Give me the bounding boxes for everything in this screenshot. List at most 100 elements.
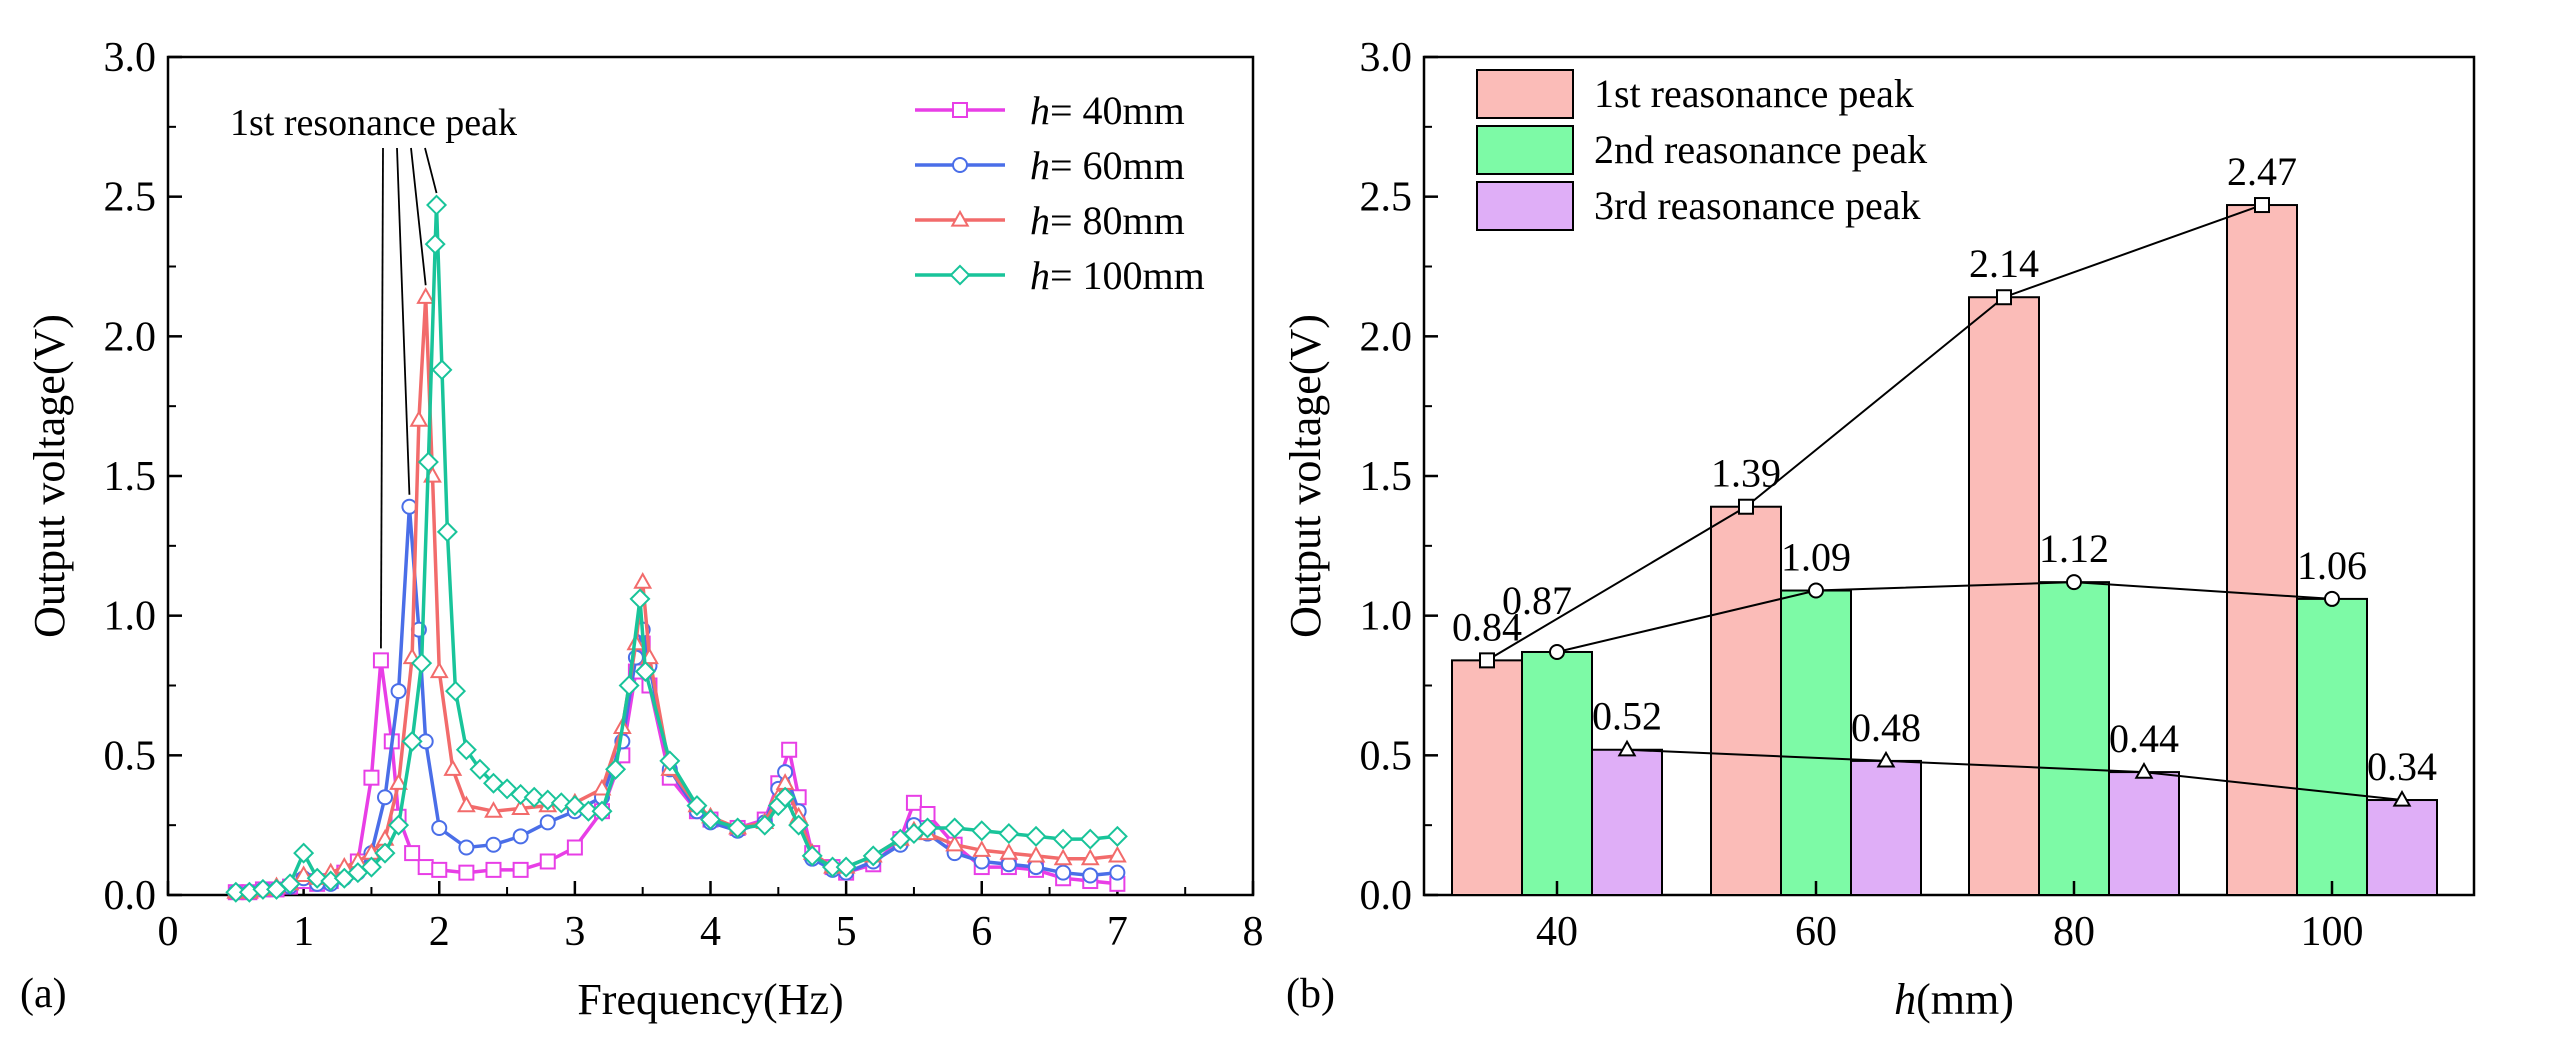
bar [2366, 799, 2438, 897]
bar [2296, 597, 2368, 896]
data-point [306, 867, 328, 889]
data-point [566, 839, 583, 856]
y-tick-label: 0.0 [1360, 873, 1413, 919]
data-label: 2.47 [2227, 149, 2297, 194]
panel-b-x-axis-label-var: h [1894, 975, 1916, 1024]
data-point [905, 794, 922, 811]
data-point [485, 836, 502, 853]
data-point [511, 798, 531, 816]
data-point [1106, 825, 1128, 847]
legend-swatch [1476, 69, 1574, 119]
trend-line [1556, 581, 2333, 653]
bar [1968, 296, 2040, 896]
panel-b-ticks: 0.0 0.5 1.0 1.5 2.0 2.5 3.0 40 60 80 100 [1360, 35, 2364, 955]
data-point [458, 864, 475, 881]
panel-b-y-axis-label: Output voltage(V) [1281, 314, 1330, 638]
data-point [431, 359, 453, 381]
data-point [862, 845, 884, 867]
trend-marker [1738, 498, 1754, 515]
data-point [998, 823, 1020, 845]
data-label: 1.06 [2297, 543, 2367, 588]
trend-marker [2392, 789, 2412, 807]
data-label: 0.84 [1452, 604, 1522, 649]
data-point [417, 859, 434, 876]
panel-b-x-axis-label: h(mm) [1894, 975, 2014, 1024]
data-point [591, 800, 613, 822]
data-point [443, 759, 463, 776]
x-tick-label: 7 [1107, 909, 1128, 955]
data-point [699, 809, 722, 831]
data-point [972, 840, 992, 857]
trend-marker [2134, 762, 2154, 779]
data-point [389, 773, 408, 790]
data-point [1055, 864, 1072, 881]
data-point [754, 814, 776, 836]
data-label: 1.12 [2039, 526, 2109, 571]
x-tick-label: 1 [293, 909, 314, 955]
trend-marker [1996, 289, 2012, 306]
bar [1710, 505, 1782, 896]
panel-b-legend: 1st reasonance peak 2nd reasonance peak 3r… [1476, 69, 1927, 231]
trend-marker [1479, 652, 1495, 669]
panel-b: 0.0 0.5 1.0 1.5 2.0 2.5 3.0 40 60 80 100 0.84 1.39 2… [1281, 35, 2476, 1024]
data-point [404, 845, 421, 862]
panel-a-label: (a) [20, 971, 67, 1017]
data-point [360, 856, 382, 878]
data-point [512, 828, 529, 845]
data-point [781, 741, 798, 758]
data-point [1026, 845, 1046, 863]
data-point [801, 845, 823, 867]
bar [1451, 659, 1523, 896]
data-point [945, 834, 965, 852]
data-label: 0.44 [2109, 716, 2179, 761]
x-tick-label: 60 [1795, 909, 1837, 955]
panel-b-data-labels: 0.84 1.39 2.14 2.47 0.87 1.09 1.12 1.06 0.52 0.48… [1452, 149, 2437, 789]
data-point [634, 661, 656, 683]
legend-label: h= 60mm [1030, 143, 1185, 188]
data-point [916, 817, 939, 839]
panel-a-x-axis-label: Frequency(Hz) [577, 975, 843, 1024]
data-label: 0.52 [1592, 694, 1662, 739]
data-point [592, 778, 612, 796]
data-label: 0.34 [2367, 744, 2437, 789]
panel-a-annotation: 1st resonance peak [230, 102, 517, 144]
annotation-line [410, 147, 427, 286]
data-point [456, 795, 476, 813]
data-point [409, 410, 429, 427]
legend-swatch [1476, 125, 1574, 175]
bar [2038, 581, 2110, 896]
series-diamond [225, 194, 1128, 903]
data-point [445, 680, 467, 702]
data-point [1052, 828, 1074, 850]
trend-marker [1876, 750, 1896, 768]
x-tick-label: 6 [971, 909, 992, 955]
legend-label-rest: = 60mm [1050, 143, 1185, 188]
legend-label-var: h [1030, 198, 1050, 243]
data-point [431, 819, 448, 836]
data-point [605, 758, 627, 780]
legend-marker [952, 102, 968, 118]
data-point [1109, 864, 1126, 881]
data-point [363, 769, 380, 786]
data-point [1079, 828, 1101, 850]
legend-label: 1st reasonance peak [1594, 71, 1914, 116]
data-point [426, 194, 448, 216]
data-point [1025, 825, 1047, 847]
legend-label-rest: = 40mm [1050, 88, 1185, 133]
data-point [279, 873, 301, 895]
data-point [485, 861, 502, 878]
data-label: 1.09 [1781, 535, 1851, 580]
data-point [835, 856, 857, 878]
legend-label: 2nd reasonance peak [1594, 127, 1927, 172]
data-point [512, 861, 529, 878]
bar [1591, 748, 1663, 896]
legend-label: h= 100mm [1030, 253, 1205, 298]
y-tick-label: 2.5 [1360, 175, 1413, 221]
x-tick-label: 0 [158, 909, 179, 955]
x-tick-label: 4 [700, 909, 721, 955]
legend-marker [952, 157, 968, 173]
data-point [537, 789, 559, 811]
legend-label: 3rd reasonance peak [1594, 183, 1920, 228]
y-tick-label: 3.0 [104, 35, 157, 81]
